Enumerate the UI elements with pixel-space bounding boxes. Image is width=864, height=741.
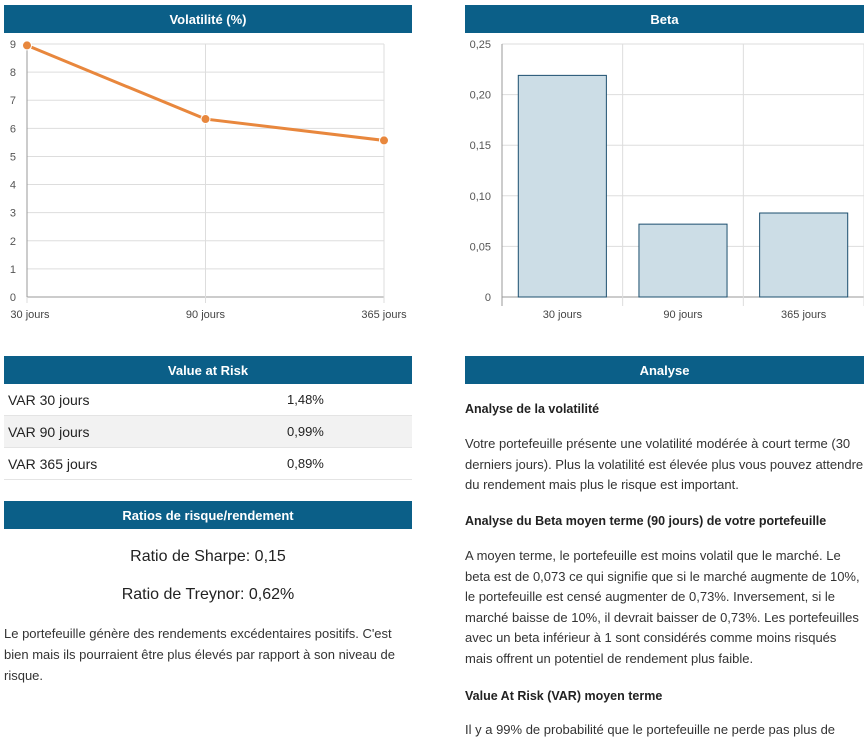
y-tick-label: 0,05 <box>470 241 491 253</box>
beta-analysis-heading: Analyse du Beta moyen terme (90 jours) d… <box>465 514 827 528</box>
bar <box>517 74 607 298</box>
volatility-panel-header: Volatilité (%) <box>4 5 412 33</box>
analyse-title: Analyse <box>639 362 690 378</box>
data-point <box>22 40 32 51</box>
x-tick-label: 30 jours <box>10 309 50 321</box>
var-panel-header: Value at Risk <box>4 356 412 384</box>
bar <box>759 212 849 298</box>
data-point <box>379 135 389 146</box>
y-tick-label: 3 <box>10 208 16 220</box>
y-tick-label: 0 <box>10 292 16 304</box>
volatility-analysis-text: Votre portefeuille présente une volatili… <box>465 436 864 492</box>
x-tick-label: 365 jours <box>781 309 827 321</box>
var-row: VAR 30 jours 1,48% <box>4 384 412 416</box>
x-tick-label: 90 jours <box>663 309 703 321</box>
y-tick-label: 1 <box>10 264 16 276</box>
y-tick-label: 5 <box>10 151 16 163</box>
y-tick-label: 0,20 <box>470 90 491 102</box>
var-title: Value at Risk <box>167 362 249 378</box>
bar <box>638 223 728 298</box>
y-tick-label: 6 <box>10 123 16 135</box>
var-row-label: VAR 365 jours <box>8 456 98 472</box>
var-row: VAR 90 jours 0,99% <box>4 416 412 448</box>
y-tick-label: 0,15 <box>470 140 491 152</box>
y-tick-label: 2 <box>10 236 16 248</box>
var-analysis-text: Il y a 99% de probabilité que le portefe… <box>465 722 836 737</box>
sharpe-ratio: Ratio de Sharpe: 0,15 <box>130 548 286 565</box>
var-row: VAR 365 jours 0,89% <box>4 448 412 480</box>
y-tick-label: 0 <box>485 292 491 304</box>
var-row-value: 0,99% <box>287 424 324 439</box>
var-row-label: VAR 90 jours <box>8 424 90 440</box>
beta-chart: 0 0,05 0,10 0,15 0,20 0,25 30 jours 90 jours 365… <box>470 39 864 321</box>
beta-title: Beta <box>650 11 679 27</box>
var-row-value: 1,48% <box>287 392 324 407</box>
treynor-ratio: Ratio de Treynor: 0,62% <box>121 586 295 603</box>
ratios-title: Ratios de risque/rendement <box>122 507 294 523</box>
volatility-analysis-heading: Analyse de la volatilité <box>465 402 600 416</box>
beta-panel-header: Beta <box>465 5 864 33</box>
y-tick-label: 8 <box>10 67 16 79</box>
data-point <box>200 114 211 125</box>
volatility-title: Volatilité (%) <box>169 11 247 27</box>
volatility-chart: 0 1 2 3 4 5 6 7 8 9 30 jours 90 jours 365 jours <box>10 39 407 321</box>
y-tick-label: 7 <box>10 95 16 107</box>
ratios-panel-header: Ratios de risque/rendement <box>4 501 412 529</box>
analyse-panel-header: Analyse <box>465 356 864 384</box>
y-tick-label: 0,25 <box>470 39 491 51</box>
beta-analysis-text: A moyen terme, le portefeuille est moins… <box>465 548 860 666</box>
ratios-description: Le portefeuille génère des rendements ex… <box>4 626 395 683</box>
y-tick-label: 0,10 <box>470 191 491 203</box>
x-tick-label: 30 jours <box>543 309 583 321</box>
x-tick-label: 365 jours <box>361 309 407 321</box>
x-tick-label: 90 jours <box>186 309 226 321</box>
var-row-label: VAR 30 jours <box>8 392 90 408</box>
var-analysis-heading: Value At Risk (VAR) moyen terme <box>465 689 663 703</box>
y-tick-label: 4 <box>10 180 16 192</box>
y-tick-label: 9 <box>10 39 16 51</box>
var-row-value: 0,89% <box>287 456 324 471</box>
